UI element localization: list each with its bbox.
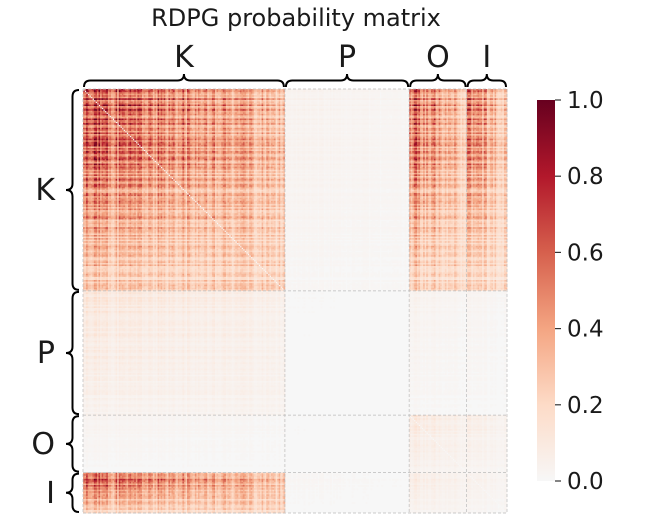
top-brace-k [84, 74, 284, 87]
top-block-label-k: K [174, 40, 195, 75]
top-block-label-i: I [482, 40, 491, 75]
left-brace-k [66, 90, 79, 290]
colorbar-tick-label: 0.6 [567, 240, 604, 266]
top-block-label-o: O [426, 40, 450, 75]
top-brace-o [410, 74, 465, 87]
chart-title: RDPG probability matrix [151, 4, 441, 32]
colorbar-tick-label: 0.8 [567, 164, 604, 190]
left-block-label-i: I [46, 476, 55, 511]
left-block-label-k: K [35, 173, 56, 208]
left-block-braces: K P OI [31, 90, 79, 512]
colorbar-tick-label: 0.4 [567, 317, 604, 343]
top-block-label-p: P [338, 40, 356, 75]
top-brace-p [286, 74, 408, 87]
top-brace-i [468, 74, 506, 87]
colorbar-tick-label: 1.0 [567, 88, 604, 114]
left-block-label-p: P [37, 336, 55, 371]
left-brace-o [66, 416, 79, 471]
colorbar-tick-label: 0.2 [567, 393, 604, 419]
colorbar-gradient [537, 100, 555, 481]
colorbar: 0.0 0.2 0.4 0.6 0.8 1.0 [537, 88, 604, 495]
left-brace-i [66, 474, 79, 512]
heatmap-matrix [83, 89, 507, 513]
left-block-label-o: O [31, 427, 55, 462]
colorbar-tick-label: 0.0 [567, 469, 604, 495]
left-brace-p [66, 292, 79, 414]
